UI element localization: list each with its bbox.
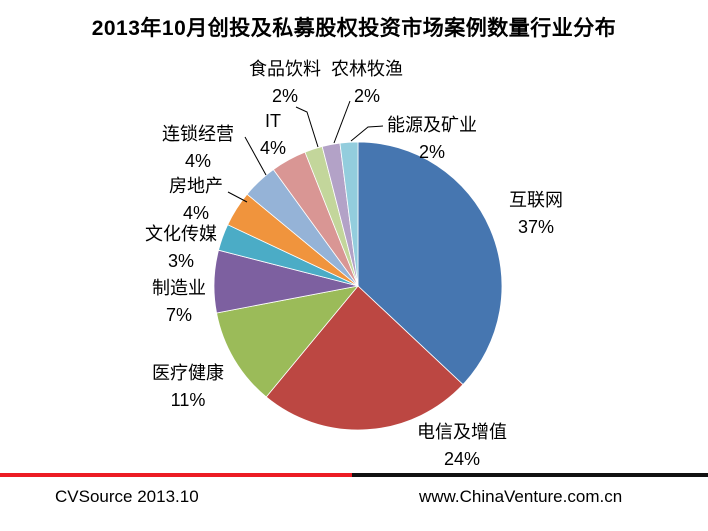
slice-pct: 4% <box>184 151 211 171</box>
label-telecom-value-added: 电信及增值 24% <box>417 419 507 473</box>
footer-divider-red-segment <box>0 473 352 477</box>
label-food-beverage: 食品饮料 2% <box>249 56 321 110</box>
slice-pct: 37% <box>517 217 555 237</box>
label-manufacturing: 制造业 7% <box>152 275 206 329</box>
slice-name: 文化传媒 <box>145 224 217 244</box>
slice-pct: 2% <box>271 86 298 106</box>
slice-pct: 4% <box>259 138 287 158</box>
slice-name: 电信及增值 <box>417 422 507 442</box>
pie-slice-10 <box>339 141 359 287</box>
leader-line-chain-operation <box>244 136 267 176</box>
leader-line-agriculture <box>333 100 351 144</box>
slice-name: 食品饮料 <box>249 59 321 79</box>
pie-slice-0 <box>357 141 503 386</box>
slice-name: 连锁经营 <box>162 124 234 144</box>
footer-divider-black-segment <box>352 473 708 477</box>
label-it: IT 4% <box>260 108 286 162</box>
label-agriculture: 农林牧渔 2% <box>331 56 403 110</box>
slice-name: 能源及矿业 <box>387 115 477 135</box>
label-culture-media: 文化传媒 3% <box>145 221 217 275</box>
chart-title: 2013年10月创投及私募股权投资市场案例数量行业分布 <box>91 17 617 40</box>
slice-pct: 7% <box>165 305 192 325</box>
slice-pct: 2% <box>353 86 380 106</box>
pie-slices <box>213 141 503 431</box>
label-real-estate: 房地产 4% <box>169 173 223 227</box>
label-internet: 互联网 37% <box>509 187 563 241</box>
leader-line-food-beverage <box>295 106 319 148</box>
slice-name: 制造业 <box>152 278 206 298</box>
leader-lines <box>227 100 384 203</box>
leader-line-real-estate <box>227 191 248 203</box>
slice-name: IT <box>264 111 281 131</box>
slice-pct: 11% <box>170 390 206 410</box>
slice-name: 房地产 <box>169 176 223 196</box>
slice-name: 农林牧渔 <box>331 59 403 79</box>
slice-pct: 24% <box>443 449 481 469</box>
label-chain-operation: 连锁经营 4% <box>162 121 234 175</box>
footer-source-label: CVSource 2013.10 <box>55 487 199 506</box>
slice-name: 医疗健康 <box>152 363 224 383</box>
pie-slice-1 <box>265 285 464 431</box>
leader-line-energy-mining <box>350 125 384 142</box>
footer-url-label: www.ChinaVenture.com.cn <box>419 487 623 506</box>
label-energy-mining: 能源及矿业 2% <box>387 112 477 166</box>
footer-divider <box>0 473 708 477</box>
slice-name: 互联网 <box>509 190 563 210</box>
pie-slice-2 <box>216 285 360 398</box>
label-healthcare: 医疗健康 11% <box>152 360 224 414</box>
slice-pct: 3% <box>167 251 194 271</box>
slice-pct: 2% <box>418 142 445 162</box>
footer: CVSource 2013.10 www.ChinaVenture.com.cn <box>0 487 708 511</box>
slice-pct: 4% <box>182 203 209 223</box>
